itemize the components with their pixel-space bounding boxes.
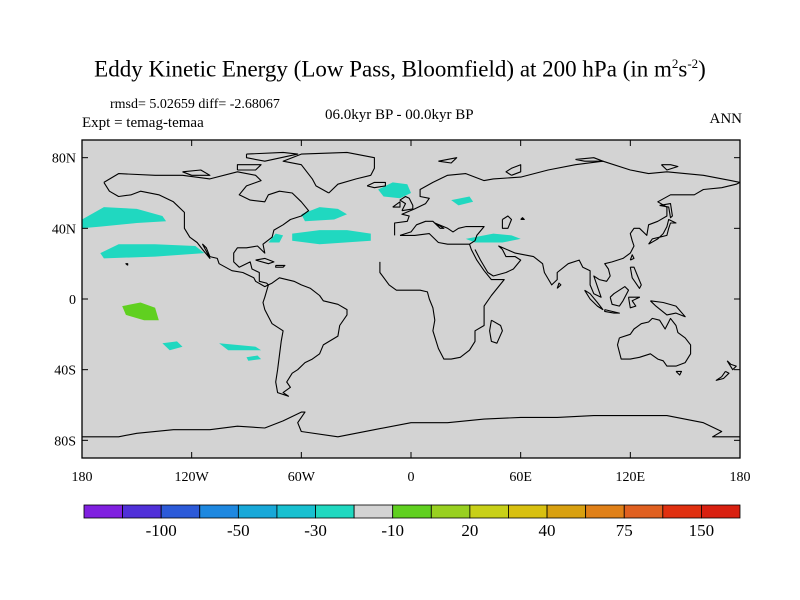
experiment-label: Expt = temag-temaa [82,115,204,131]
coastline-27 [556,282,562,289]
anomaly-region-2 [301,207,347,222]
map-background [82,140,740,458]
coastline-34 [661,164,679,171]
colorbar-swatch [662,504,702,519]
colorbar-swatch [122,504,162,519]
anomaly-regions [82,182,521,361]
x-tick-label: 120E [616,470,646,485]
coastline-10 [392,201,401,208]
coastline-19 [627,296,641,309]
coastline-18 [609,286,630,307]
coastline-7 [616,317,692,367]
anomaly-region-9 [219,343,262,351]
coastline-20 [650,300,686,318]
x-tick-label: 0 [408,470,415,485]
y-tick-label: 80S [54,434,76,449]
colorbar-swatch [276,504,316,519]
coastline-32 [505,164,522,176]
coastline-16 [584,289,604,311]
colorbar-label: 150 [689,521,715,540]
colorbar-label: -10 [381,521,404,540]
axis-ticks: 180 120W 60W 0 60E 120E 180 80N 40N 0 40S 80S [52,140,751,485]
anomaly-region-0 [82,207,167,229]
chart-title: Eddy Kinetic Energy (Low Pass, Bloomfiel… [94,56,706,82]
season-label: ANN [709,111,743,127]
x-tick-label: 180 [730,470,751,485]
x-tick-label: 60W [288,470,316,485]
x-tick-label: 60E [509,470,532,485]
x-tick-label: 120W [175,470,210,485]
coastline-30 [236,164,262,171]
colorbar-swatch [353,504,394,519]
coastline-9 [399,195,414,212]
coastline-11 [366,181,386,189]
anomaly-region-5 [378,182,411,199]
stats-text: rmsd= 5.02659 diff= -2.68067 [110,97,280,112]
coastline-35 [659,203,673,219]
colorbar-swatch [546,504,587,519]
anomaly-region-7 [465,233,521,243]
colorbar-swatch [469,504,509,519]
colorbar-label: -50 [227,521,250,540]
colorbar-swatch [392,504,432,519]
coastline-25 [675,370,683,376]
colorbar-swatch [585,504,625,519]
period-label: 06.0kyr BP - 00.0kyr BP [325,107,474,123]
anomaly-region-11 [122,302,159,321]
coastline-6 [474,181,741,298]
coastline-26 [125,263,129,266]
coastlines [82,151,741,438]
colorbar-label: 20 [461,521,478,540]
coastline-21 [629,266,642,289]
colorbar-swatch [237,504,278,519]
colorbar-swatch [508,504,548,519]
anomaly-region-10 [246,355,262,361]
x-tick-label: 180 [72,470,93,485]
coastline-13 [255,257,275,265]
anomaly-region-3 [292,230,371,245]
colorbar-swatch [315,504,355,519]
y-tick-label: 0 [69,293,76,308]
coastline-24 [715,370,730,381]
colorbar-swatch [430,504,471,519]
y-tick-label: 40N [52,222,76,237]
coastline-8 [82,411,740,438]
coastline-2 [282,151,375,194]
coastline-17 [604,309,620,314]
anomaly-region-4 [268,233,284,243]
colorbar-swatch [199,504,239,519]
coastline-28 [245,151,299,162]
coastline-4 [399,220,485,245]
colorbar-swatch [160,504,201,519]
colorbar-label: -30 [304,521,327,540]
coastline-12 [648,218,677,245]
colorbar-label: 40 [539,521,556,540]
y-tick-label: 80N [52,152,76,167]
coastline-29 [182,169,211,176]
coastline-22 [629,254,635,261]
coastline-37 [520,217,525,221]
anomaly-region-8 [162,341,183,351]
anomaly-region-1 [100,244,205,259]
coastline-33 [575,157,604,162]
colorbar-swatch [83,504,123,519]
colorbar-label: 75 [616,521,633,540]
coastline-23 [726,360,737,371]
y-tick-label: 40S [54,364,76,379]
coastline-3 [394,160,741,236]
coastline-1 [262,277,348,397]
coastline-14 [275,264,286,268]
anomaly-region-6 [451,196,474,206]
coastline-31 [438,157,458,164]
coastline-36 [501,215,513,229]
colorbar-swatch [701,504,741,519]
colorbar-swatch [623,504,664,519]
coastline-0 [103,171,310,288]
coastline-15 [489,319,503,344]
colorbar-label: -100 [146,521,177,540]
colorbar: -100 -50 -30 -10 20 40 75 150 [83,504,741,540]
coastline-5 [379,244,505,360]
